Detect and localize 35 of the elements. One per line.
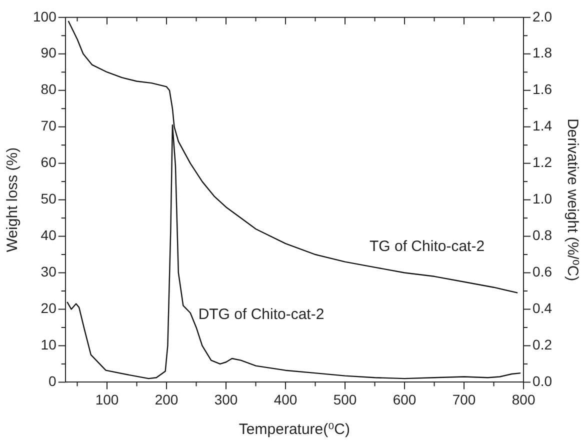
y2-tick-label: 0.0 xyxy=(532,373,552,390)
y2-tick-label: 0.8 xyxy=(532,227,552,244)
x-tick-label: 700 xyxy=(452,391,476,408)
y-tick-label: 30 xyxy=(40,264,57,280)
y-axis-title: Weight loss (%) xyxy=(4,147,22,252)
y2-tick-label: 1.8 xyxy=(532,44,552,61)
y2-tick-label: 0.4 xyxy=(532,300,552,316)
y2-tick-label: 1.4 xyxy=(532,118,552,134)
y-tick-label: 40 xyxy=(40,227,57,244)
y-tick-label: 0 xyxy=(48,373,57,390)
y-tick-label: 20 xyxy=(40,300,57,316)
x-tick-label: 500 xyxy=(333,391,357,408)
x-tick-label: 100 xyxy=(95,391,119,408)
y2-tick-label: 1.0 xyxy=(532,190,552,207)
y2-tick-label: 0.6 xyxy=(532,264,552,280)
y2-tick-label: 2.0 xyxy=(532,8,552,24)
x-tick-label: 400 xyxy=(274,391,298,408)
y-tick-label: 50 xyxy=(40,190,57,207)
series-label: DTG of Chito-cat-2 xyxy=(198,306,324,324)
x-tick-label: 800 xyxy=(512,391,536,408)
y-tick-label: 100 xyxy=(33,8,57,24)
series-label: TG of Chito-cat-2 xyxy=(370,238,485,255)
y-tick-label: 80 xyxy=(40,81,57,98)
x-tick-label: 300 xyxy=(214,391,238,408)
y-tick-label: 90 xyxy=(40,44,57,61)
x-tick-label: 600 xyxy=(392,391,416,408)
y2-tick-label: 0.2 xyxy=(532,336,552,353)
y-tick-label: 10 xyxy=(40,336,57,353)
y2-tick-label: 1.6 xyxy=(532,81,552,98)
x-axis-title: Temperature(⁰C) xyxy=(238,421,350,438)
y2-tick-label: 1.2 xyxy=(532,154,552,170)
x-tick-label: 200 xyxy=(154,391,178,408)
y-tick-label: 60 xyxy=(40,154,57,170)
y-tick-label: 70 xyxy=(40,118,57,134)
y2-axis-title: Derivative weight (%/⁰C) xyxy=(564,118,581,282)
